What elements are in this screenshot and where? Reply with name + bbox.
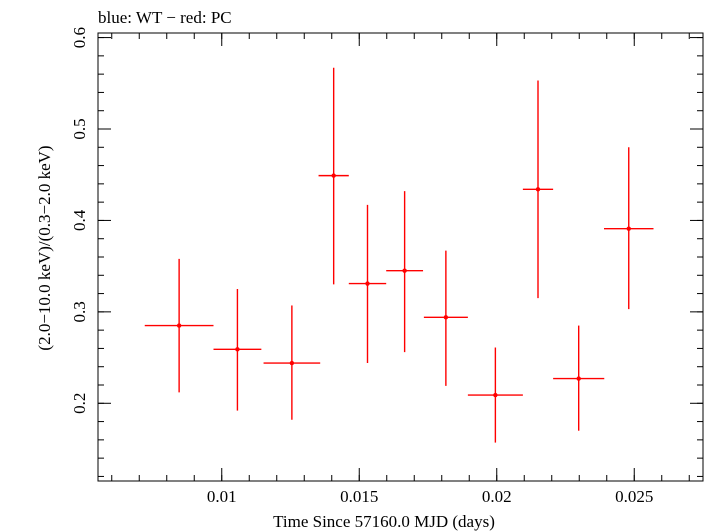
data-point	[423, 250, 468, 386]
axis-ticks	[98, 33, 703, 481]
data-point	[553, 325, 605, 431]
x-tick-label: 0.02	[482, 487, 512, 506]
data-point	[263, 305, 321, 420]
y-tick-label: 0.4	[70, 209, 89, 231]
data-point	[386, 191, 424, 353]
x-tick-label: 0.025	[615, 487, 653, 506]
data-marker	[626, 226, 631, 231]
data-point	[318, 67, 349, 285]
data-series	[144, 67, 654, 443]
data-point	[604, 147, 654, 310]
data-marker	[289, 360, 295, 366]
data-marker	[535, 187, 541, 192]
y-tick-labels: 0.2 0.3 0.4 0.5 0.6	[70, 27, 89, 414]
data-marker	[331, 173, 336, 178]
data-marker	[365, 281, 370, 286]
data-marker	[443, 315, 449, 320]
y-tick-label: 0.2	[70, 393, 89, 414]
x-axis-label: Time Since 57160.0 MJD (days)	[273, 512, 495, 531]
data-point	[213, 289, 262, 411]
data-point	[144, 258, 214, 393]
plot-frame	[97, 32, 704, 482]
data-point	[522, 80, 554, 299]
data-marker	[576, 376, 581, 381]
x-tick-labels: 0.01 0.015 0.02 0.025	[207, 487, 654, 506]
data-marker	[176, 323, 182, 328]
chart-title: blue: WT − red: PC	[98, 8, 232, 27]
y-tick-label: 0.6	[70, 27, 89, 48]
y-axis-label: (2.0−10.0 keV)/(0.3−2.0 keV)	[35, 145, 54, 350]
data-marker	[235, 347, 240, 352]
data-point	[467, 347, 523, 443]
y-tick-label: 0.5	[70, 118, 89, 139]
y-tick-label: 0.3	[70, 301, 89, 322]
data-point	[348, 204, 387, 364]
data-marker	[493, 392, 498, 398]
x-tick-label: 0.015	[340, 487, 378, 506]
data-marker	[402, 268, 407, 273]
x-tick-label: 0.01	[207, 487, 237, 506]
